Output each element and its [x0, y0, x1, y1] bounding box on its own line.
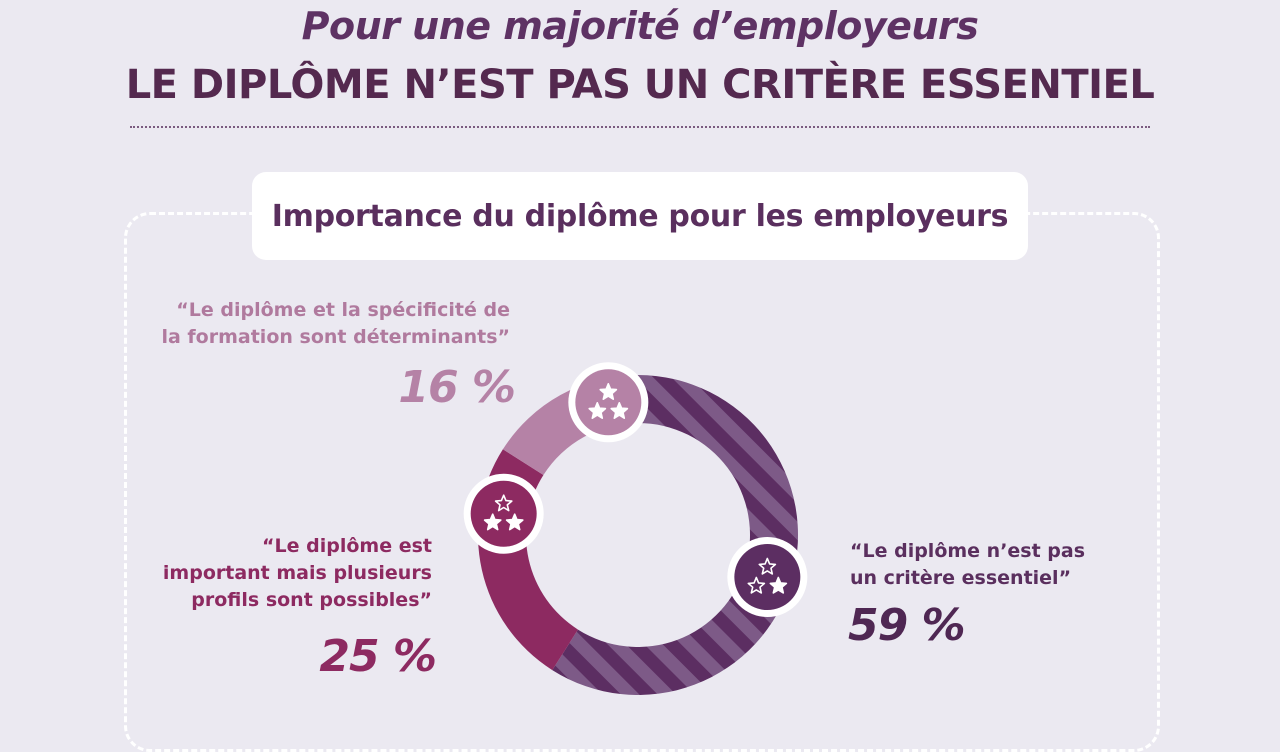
label-59-value: 59 %	[848, 600, 966, 651]
label-59-quote-line: un critère essentiel”	[850, 567, 1072, 589]
title-line-1: Pour une majorité d’employeurs	[301, 4, 979, 48]
star-filled-icon	[599, 382, 618, 401]
badge-fill	[734, 544, 801, 611]
label-16-quote: “Le diplôme et la spécificité de la form…	[130, 297, 510, 351]
star-outline-1-icon	[727, 537, 808, 618]
star-filled-icon	[505, 513, 524, 531]
star-outline-icon	[758, 557, 777, 575]
label-59-quote-line: “Le diplôme n’est pas	[850, 540, 1086, 562]
badge-fill	[575, 369, 642, 436]
label-25-quote-line: important mais plusieurs	[162, 562, 432, 584]
label-16-quote-line: la formation sont déterminants”	[161, 326, 510, 348]
label-25-quote-line: profils sont possibles”	[191, 589, 432, 611]
star-filled-3-icon	[568, 362, 649, 443]
star-filled-icon	[769, 576, 788, 594]
star-outline-2-icon	[463, 473, 544, 554]
donut-chart	[463, 362, 808, 695]
chart-subtitle: Importance du diplôme pour les employeur…	[271, 198, 1009, 234]
star-badges	[463, 362, 808, 618]
star-outline-icon	[747, 576, 766, 594]
badge-fill	[470, 480, 537, 547]
title-line-2: LE DIPLÔME N’EST PAS UN CRITÈRE ESSENTIE…	[125, 62, 1155, 108]
star-filled-icon	[610, 401, 629, 420]
label-25-value: 25 %	[319, 631, 437, 682]
label-25-quote: “Le diplôme est important mais plusieurs…	[150, 533, 432, 614]
donut-slice-59	[552, 375, 799, 695]
star-filled-icon	[483, 513, 502, 531]
label-25-quote-line: “Le diplôme est	[262, 535, 432, 557]
label-16-value: 16 %	[398, 362, 516, 413]
subtitle-box: Importance du diplôme pour les employeur…	[252, 172, 1028, 260]
label-16-quote-line: “Le diplôme et la spécificité de	[176, 299, 510, 321]
star-outline-icon	[494, 494, 513, 512]
star-filled-icon	[588, 401, 607, 420]
label-59-quote: “Le diplôme n’est pas un critère essenti…	[850, 538, 1150, 592]
dotted-divider	[130, 126, 1150, 128]
